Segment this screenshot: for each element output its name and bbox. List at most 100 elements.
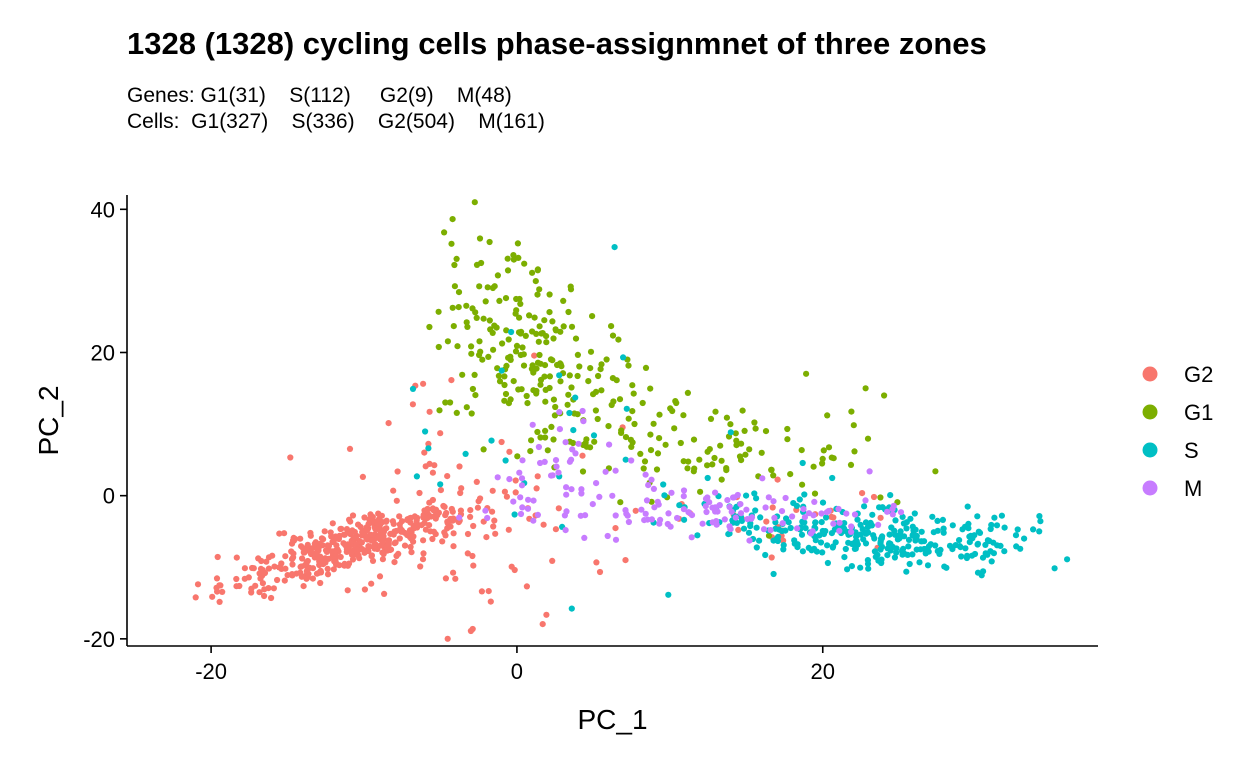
series-G2	[192, 352, 884, 642]
point-G2	[432, 512, 439, 519]
point-G1	[507, 356, 514, 363]
point-S	[787, 524, 794, 532]
point-G2	[288, 548, 295, 555]
y-tick-label: 40	[91, 197, 115, 222]
point-S	[854, 516, 861, 523]
point-M	[456, 514, 463, 521]
point-G2	[430, 507, 437, 514]
point-G2	[274, 576, 281, 584]
point-G2	[289, 561, 296, 568]
point-S	[941, 563, 948, 570]
point-S	[877, 546, 884, 553]
point-M	[762, 504, 769, 511]
point-G2	[531, 352, 538, 359]
point-G2	[332, 556, 339, 563]
point-M	[556, 426, 564, 433]
point-G2	[870, 493, 878, 501]
point-G2	[622, 557, 629, 564]
point-G2	[307, 532, 314, 539]
point-G2	[396, 535, 403, 542]
series-S	[409, 244, 1071, 612]
point-G1	[877, 494, 884, 501]
point-G2	[422, 526, 429, 533]
point-S	[1001, 524, 1008, 531]
point-G2	[512, 489, 519, 496]
point-G1	[718, 457, 725, 464]
point-G2	[343, 526, 350, 533]
point-G1	[453, 255, 460, 262]
point-G1	[847, 461, 855, 468]
point-G1	[587, 365, 594, 372]
point-G1	[881, 392, 888, 399]
point-G1	[527, 448, 534, 455]
point-G1	[522, 332, 529, 339]
point-M	[562, 439, 569, 446]
legend-item-G2: G2	[1142, 362, 1213, 387]
point-G2	[498, 438, 505, 446]
point-S	[841, 554, 848, 561]
point-M	[604, 532, 611, 540]
point-G1	[478, 259, 485, 267]
point-S	[892, 517, 899, 524]
point-S	[665, 591, 672, 598]
point-G1	[557, 378, 564, 385]
point-S	[820, 530, 828, 538]
point-S	[854, 541, 861, 548]
point-G1	[486, 238, 493, 246]
point-M	[638, 506, 645, 513]
point-S	[824, 542, 831, 549]
point-G2	[281, 530, 288, 537]
point-M	[563, 508, 570, 515]
point-G2	[383, 525, 390, 532]
point-G1	[480, 446, 487, 453]
point-G1	[810, 463, 817, 470]
point-G2	[456, 463, 463, 470]
legend-swatch	[1142, 442, 1158, 458]
point-S	[984, 537, 992, 544]
point-G2	[214, 588, 221, 595]
point-M	[709, 504, 716, 511]
legend-swatch	[1142, 404, 1158, 420]
chart-title: 1328 (1328) cycling cells phase-assignmn…	[127, 26, 987, 61]
point-M	[884, 508, 891, 515]
point-G2	[774, 476, 781, 483]
point-S	[753, 544, 760, 551]
point-G1	[504, 267, 512, 274]
point-G1	[502, 390, 510, 398]
point-G1	[752, 425, 759, 432]
point-G1	[641, 458, 649, 465]
point-G1	[723, 414, 731, 421]
point-G1	[739, 407, 746, 414]
point-G2	[489, 508, 496, 515]
point-M	[760, 526, 768, 533]
point-G2	[377, 526, 384, 533]
point-G2	[303, 559, 310, 566]
point-G2	[533, 485, 540, 492]
point-S	[886, 531, 893, 538]
point-G2	[419, 556, 427, 563]
point-G1	[712, 408, 719, 415]
point-S	[488, 437, 495, 444]
point-G2	[407, 543, 414, 551]
point-G1	[574, 351, 582, 358]
point-G2	[407, 519, 414, 526]
point-G1	[521, 260, 528, 267]
point-G2	[464, 530, 472, 538]
point-S	[694, 532, 701, 539]
point-G1	[862, 385, 869, 392]
point-G1	[552, 403, 559, 411]
point-M	[602, 468, 609, 475]
point-G2	[361, 514, 368, 521]
point-G1	[625, 362, 632, 369]
point-M	[737, 501, 744, 508]
legend-swatch	[1142, 366, 1158, 382]
point-G2	[735, 526, 742, 534]
point-G1	[647, 447, 655, 454]
point-G1	[738, 457, 745, 464]
point-G1	[617, 499, 624, 506]
point-G2	[349, 556, 357, 563]
point-S	[681, 516, 688, 523]
point-S	[946, 542, 954, 549]
point-M	[482, 507, 489, 514]
